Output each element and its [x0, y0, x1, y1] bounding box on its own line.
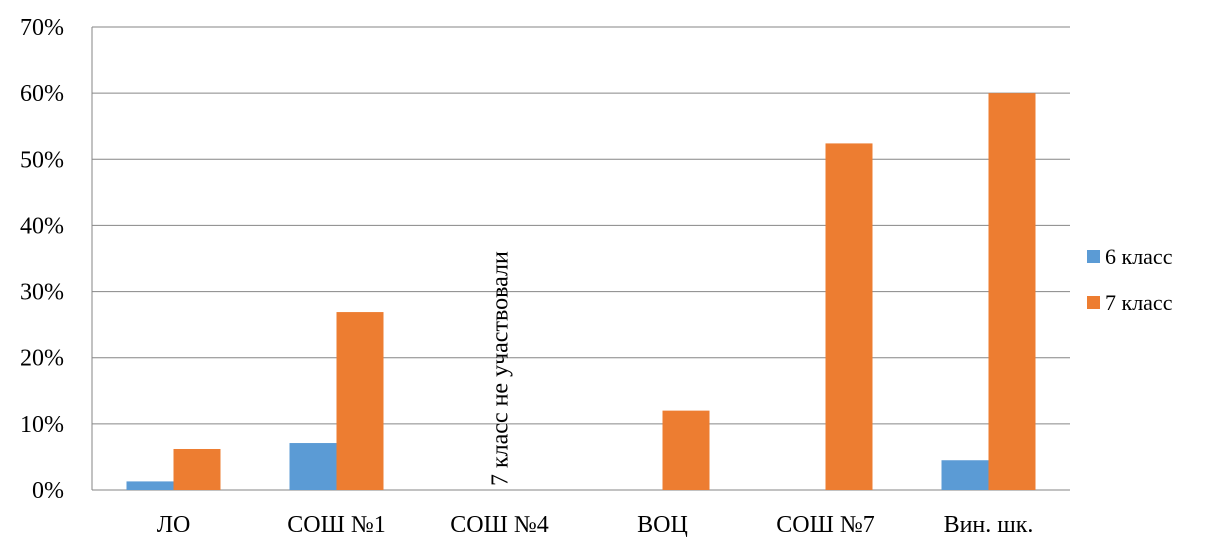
y-tick-label: 40% — [20, 213, 64, 239]
annotation-label: 7 класс не участвовали — [488, 251, 514, 486]
y-tick-label: 30% — [20, 280, 64, 306]
legend-label: 7 класс — [1105, 290, 1173, 315]
legend-swatch — [1087, 296, 1100, 309]
x-tick-label: Вин. шк. — [944, 512, 1034, 538]
y-tick-label: 0% — [32, 478, 64, 504]
bar-6-klass — [941, 460, 989, 490]
bar-7-klass — [662, 410, 710, 490]
bar-6-klass — [126, 481, 174, 490]
y-tick-label: 50% — [20, 147, 64, 173]
legend-label: 6 класс — [1105, 244, 1173, 269]
gridlines — [92, 26, 1070, 425]
x-tick-label: СОШ №4 — [450, 512, 548, 538]
y-tick-label: 10% — [20, 412, 64, 438]
y-tick-label: 20% — [20, 346, 64, 372]
y-tick-label: 70% — [20, 15, 64, 41]
bar-7-klass — [336, 312, 384, 490]
axis-labels: 0% 10% 20% 30% 40% 50% 60% 70% ЛО СОШ №1 СОШ №4 ВОЦ… — [20, 15, 1033, 538]
x-tick-label: ВОЦ — [637, 512, 688, 538]
legend: 6 класс 7 класс — [1087, 244, 1173, 315]
x-tick-label: ЛО — [157, 512, 191, 538]
bar-6-klass — [289, 443, 337, 490]
bar-7-klass — [825, 143, 873, 490]
axes — [91, 27, 1070, 491]
bar-7-klass — [988, 93, 1036, 491]
bars — [126, 93, 1036, 491]
annotations: 7 класс не участвовали — [488, 251, 514, 486]
x-tick-label: СОШ №1 — [287, 512, 385, 538]
legend-swatch — [1087, 250, 1100, 263]
y-tick-label: 60% — [20, 81, 64, 107]
bar-7-klass — [173, 448, 221, 490]
x-tick-label: СОШ №7 — [776, 512, 874, 538]
